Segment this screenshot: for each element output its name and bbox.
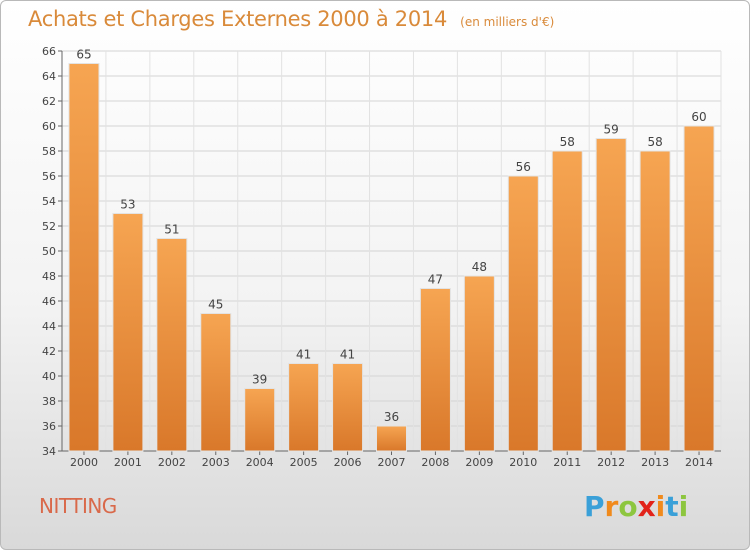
logo-letter: o: [618, 490, 638, 523]
labels: 34 36 38 40 42 44 46 48 50 52 54 56 58 60 62 64 66 65 2000…: [42, 45, 713, 469]
data-label: 39: [252, 373, 267, 387]
data-label: 51: [164, 223, 179, 237]
bar-2007: [376, 425, 407, 452]
logo-letter: x: [637, 490, 656, 523]
y-tick-label: 54: [42, 195, 56, 208]
y-tick-label: 40: [42, 370, 56, 383]
data-label: 47: [428, 273, 443, 287]
bar-2001: [112, 213, 144, 452]
bar-2009: [463, 275, 495, 452]
chart-subtitle: (en milliers d'€): [460, 15, 555, 29]
data-label: 53: [120, 198, 135, 212]
data-label: 60: [691, 110, 706, 124]
data-label: 58: [560, 135, 575, 149]
y-tick-label: 48: [42, 270, 56, 283]
data-label: 59: [604, 123, 619, 137]
x-tick-label: 2004: [246, 456, 274, 469]
data-label: 48: [472, 260, 487, 274]
x-tick-label: 2008: [421, 456, 449, 469]
y-tick-label: 64: [42, 70, 56, 83]
y-tick-label: 58: [42, 145, 56, 158]
y-tick-label: 60: [42, 120, 56, 133]
x-tick-label: 2009: [465, 456, 493, 469]
x-tick-label: 2013: [641, 456, 669, 469]
bar-2002: [156, 238, 188, 452]
logo-letter: P: [584, 490, 605, 523]
y-tick-label: 52: [42, 220, 56, 233]
bar-2003: [200, 313, 232, 452]
logo-letter: i: [678, 490, 689, 523]
proxiti-logo: Proxiti: [584, 490, 688, 523]
bar-2004: [244, 388, 276, 452]
x-tick-label: 2011: [553, 456, 581, 469]
bar-2012: [595, 138, 627, 452]
bar-2010: [507, 175, 539, 452]
y-tick-label: 66: [42, 45, 56, 58]
y-tick-label: 56: [42, 170, 56, 183]
bar-2006: [332, 363, 364, 452]
data-label: 56: [516, 160, 531, 174]
y-tick-label: 34: [42, 445, 56, 458]
x-tick-label: 2006: [334, 456, 362, 469]
bar-2014: [683, 125, 715, 452]
x-tick-label: 2001: [114, 456, 142, 469]
y-tick-label: 62: [42, 95, 56, 108]
bar-2000: [68, 63, 100, 452]
y-tick-label: 42: [42, 345, 56, 358]
x-tick-label: 2007: [378, 456, 406, 469]
chart-header: Achats et Charges Externes 2000 à 2014 (…: [28, 7, 554, 31]
logo-letter: t: [665, 490, 679, 523]
data-label: 41: [296, 348, 311, 362]
x-tick-label: 2000: [70, 456, 98, 469]
data-label: 65: [76, 48, 91, 62]
data-label: 41: [340, 348, 355, 362]
x-tick-label: 2012: [597, 456, 625, 469]
y-tick-label: 50: [42, 245, 56, 258]
y-tick-label: 44: [42, 320, 56, 333]
y-tick-label: 38: [42, 395, 56, 408]
data-label: 58: [647, 135, 662, 149]
logo-letter: i: [655, 490, 666, 523]
logo-letter: r: [604, 490, 619, 523]
bars: [68, 63, 715, 452]
x-tick-label: 2002: [158, 456, 186, 469]
bar-2011: [551, 150, 583, 452]
x-tick-label: 2005: [290, 456, 318, 469]
data-label: 36: [384, 410, 399, 424]
city-name: NITTING: [39, 494, 117, 518]
y-tick-label: 46: [42, 295, 56, 308]
x-tick-label: 2003: [202, 456, 230, 469]
x-tick-label: 2014: [685, 456, 713, 469]
bar-2005: [288, 363, 320, 452]
y-tick-label: 36: [42, 420, 56, 433]
data-label: 45: [208, 298, 223, 312]
chart-title: Achats et Charges Externes 2000 à 2014: [28, 7, 448, 31]
bar-2013: [639, 150, 671, 452]
x-tick-label: 2010: [509, 456, 537, 469]
bar-2008: [419, 288, 451, 452]
